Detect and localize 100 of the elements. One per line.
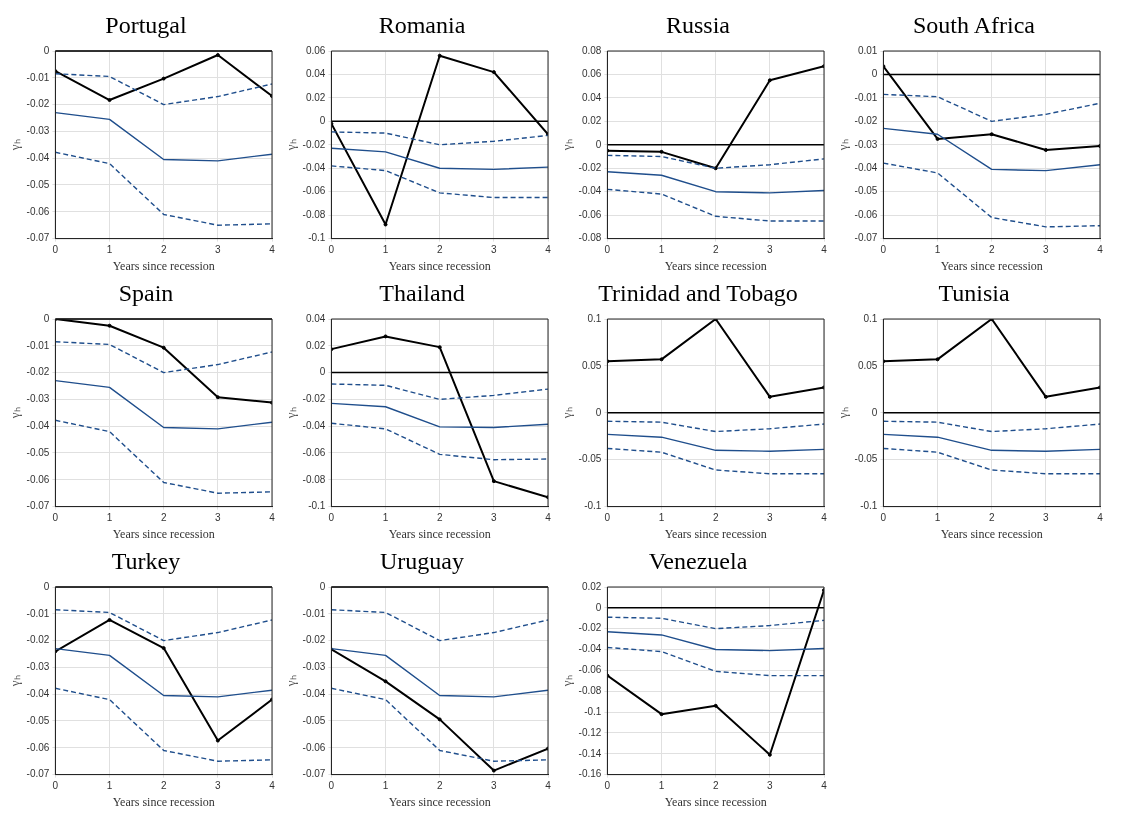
y-tick-label: -0.01 <box>26 607 50 619</box>
y-tick-label: 0.04 <box>305 68 326 80</box>
y-tick-label: -0.03 <box>854 138 878 150</box>
y-tick-label: -0.05 <box>854 453 878 465</box>
y-axis-title: γₕ <box>283 407 299 420</box>
x-tick-label: 3 <box>215 512 222 524</box>
x-tick-label: 0 <box>880 244 887 256</box>
y-tick-label: 0 <box>871 68 878 80</box>
x-tick-label: 1 <box>382 512 389 524</box>
x-tick-label: 2 <box>988 512 995 524</box>
y-tick-label: 0 <box>595 406 602 418</box>
y-tick-label: 0 <box>319 115 326 127</box>
y-tick-label: 0 <box>595 601 602 613</box>
y-tick-label: -0.01 <box>854 91 878 103</box>
x-tick-label: 4 <box>545 512 552 524</box>
y-tick-label: -0.1 <box>308 500 326 512</box>
y-tick-label: 0 <box>319 580 326 592</box>
y-tick-label: -0.04 <box>26 687 50 699</box>
y-tick-label: 0.06 <box>581 68 602 80</box>
y-tick-label: -0.12 <box>578 726 602 738</box>
y-tick-label: -0.14 <box>578 747 602 759</box>
x-tick-label: 3 <box>1043 244 1050 256</box>
chart-title: Portugal <box>104 11 188 40</box>
y-tick-label: -0.01 <box>302 607 326 619</box>
y-tick-label: -0.05 <box>302 714 326 726</box>
x-tick-label: 0 <box>52 244 59 256</box>
x-tick-label: 2 <box>712 244 719 256</box>
x-axis-title: Years since recession <box>388 794 491 809</box>
y-axis-title: γₕ <box>7 407 23 420</box>
x-tick-label: 3 <box>767 512 774 524</box>
y-tick-label: -0.06 <box>854 208 878 220</box>
x-tick-label: 3 <box>767 244 774 256</box>
x-tick-label: 4 <box>821 780 828 792</box>
x-tick-label: 4 <box>269 512 276 524</box>
x-tick-label: 4 <box>269 780 276 792</box>
x-tick-label: 1 <box>106 512 113 524</box>
y-tick-label: 0.05 <box>857 359 878 371</box>
y-tick-label: -0.03 <box>302 661 326 673</box>
y-axis-title: γₕ <box>283 139 299 152</box>
y-tick-label: -0.16 <box>578 768 602 780</box>
x-tick-label: 1 <box>382 244 389 256</box>
x-tick-label: 4 <box>545 780 552 792</box>
x-tick-label: 0 <box>52 512 59 524</box>
y-tick-label: 0.02 <box>305 339 326 351</box>
y-tick-label: -0.05 <box>578 453 602 465</box>
y-tick-label: -0.03 <box>26 393 50 405</box>
x-tick-label: 4 <box>1097 244 1104 256</box>
y-tick-label: 0.05 <box>581 359 602 371</box>
y-axis-title: γₕ <box>559 139 575 152</box>
y-axis-title: γₕ <box>7 675 23 688</box>
y-tick-label: -0.03 <box>26 125 50 137</box>
y-tick-label: -0.04 <box>302 419 326 431</box>
y-tick-label: -0.04 <box>26 419 50 431</box>
y-tick-label: 0 <box>43 580 50 592</box>
y-tick-label: -0.07 <box>26 232 50 244</box>
x-tick-label: 0 <box>52 780 59 792</box>
y-tick-label: -0.02 <box>854 115 878 127</box>
y-tick-label: -0.07 <box>26 500 50 512</box>
x-tick-label: 4 <box>1097 512 1104 524</box>
chart-title: Russia <box>665 11 731 40</box>
y-axis-title: γₕ <box>559 407 575 420</box>
x-axis-title: Years since recession <box>112 258 215 273</box>
x-tick-label: 3 <box>491 512 498 524</box>
y-tick-label: -0.06 <box>578 208 602 220</box>
x-tick-label: 3 <box>215 244 222 256</box>
y-tick-label: -0.1 <box>584 705 602 717</box>
x-tick-label: 1 <box>382 780 389 792</box>
chart-title: Trinidad and Tobago <box>597 279 799 308</box>
x-tick-label: 1 <box>934 512 941 524</box>
y-tick-label: -0.04 <box>578 185 602 197</box>
y-tick-label: -0.06 <box>26 473 50 485</box>
x-tick-label: 0 <box>880 512 887 524</box>
y-tick-label: -0.01 <box>26 71 50 83</box>
y-tick-label: -0.07 <box>854 232 878 244</box>
y-tick-label: -0.02 <box>26 366 50 378</box>
y-tick-label: 0.08 <box>581 44 602 56</box>
y-tick-label: 0.01 <box>857 44 878 56</box>
x-tick-label: 4 <box>821 512 828 524</box>
x-axis-title: Years since recession <box>664 258 767 273</box>
x-tick-label: 0 <box>328 512 335 524</box>
x-axis-title: Years since recession <box>112 794 215 809</box>
y-tick-label: -0.02 <box>578 162 602 173</box>
y-tick-label: -0.01 <box>26 339 50 351</box>
y-tick-label: -0.06 <box>26 205 50 217</box>
y-tick-label: 0.02 <box>305 91 326 103</box>
y-tick-label: 0.04 <box>305 312 326 324</box>
y-axis-title: γₕ <box>559 675 575 688</box>
x-tick-label: 1 <box>658 244 665 256</box>
y-tick-label: -0.04 <box>26 151 50 163</box>
y-tick-label: -0.05 <box>26 714 50 726</box>
x-tick-label: 1 <box>658 780 665 792</box>
x-tick-label: 0 <box>604 780 611 792</box>
x-tick-label: 1 <box>106 780 113 792</box>
y-tick-label: -0.05 <box>854 185 878 197</box>
y-tick-label: -0.06 <box>302 446 326 458</box>
x-tick-label: 2 <box>436 244 443 256</box>
chart-title: Turkey <box>110 547 182 576</box>
chart-title: Romania <box>377 11 467 40</box>
x-tick-label: 0 <box>328 780 335 792</box>
y-tick-label: 0.1 <box>863 312 878 324</box>
